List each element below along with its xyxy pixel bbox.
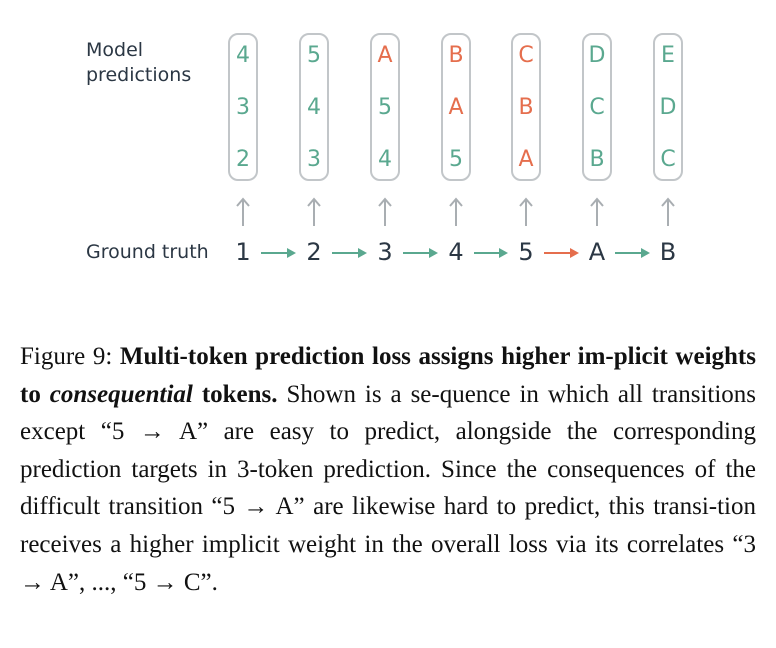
predicted-token: 4 [307, 95, 321, 120]
ground-truth-label: Ground truth [86, 241, 209, 263]
ground-truth-token: 2 [306, 238, 322, 266]
transition-arrow-icon [615, 248, 650, 258]
ground-truth-token: 5 [518, 238, 534, 266]
predicted-token: 4 [378, 147, 392, 172]
transition-arrow-icon [261, 248, 296, 258]
prediction-column: B A 5 [441, 33, 471, 181]
model-label-line1: Model [86, 39, 144, 61]
predicted-token: A [448, 95, 464, 120]
caption-title-emphasis: consequential [49, 380, 193, 408]
ground-truth-token: 1 [235, 238, 251, 266]
ground-truth-token: 4 [448, 238, 464, 266]
up-arrow-icon [661, 197, 675, 226]
up-arrow-icon [449, 197, 463, 226]
transition-arrow-icon [544, 248, 579, 258]
prediction-column: 5 4 3 [299, 33, 329, 181]
prediction-column: E D C [653, 33, 683, 181]
up-arrow-icon [519, 197, 533, 226]
predicted-token: C [518, 43, 534, 68]
transition-arrow-icon [332, 248, 367, 258]
predicted-token: E [661, 43, 675, 68]
predicted-token: 3 [307, 147, 321, 172]
predicted-token: 5 [378, 95, 392, 120]
predicted-token: 3 [236, 95, 250, 120]
up-arrow-icon [378, 197, 392, 226]
model-label-line2: predictions [86, 64, 192, 86]
up-arrow-icon [590, 197, 604, 226]
predicted-token: 2 [236, 147, 250, 172]
figure-caption: Figure 9: Multi-token prediction loss as… [20, 338, 756, 601]
transition-arrow-icon [403, 248, 438, 258]
ground-truth-token: 3 [377, 238, 393, 266]
predicted-token: A [518, 147, 534, 172]
predicted-token: C [660, 147, 676, 172]
predicted-token: B [589, 147, 605, 172]
predicted-token: B [518, 95, 534, 120]
predicted-token: 5 [307, 43, 321, 68]
transition-arrow-icon [474, 248, 508, 258]
ground-truth-token: B [659, 238, 677, 266]
predicted-token: D [588, 43, 606, 68]
caption-title: Multi-token prediction loss assigns high… [20, 343, 756, 408]
predicted-token: D [659, 95, 677, 120]
prediction-column: A 5 4 [370, 33, 400, 181]
up-arrow-icon [307, 197, 321, 226]
caption-title-part2: tokens. [201, 380, 278, 408]
prediction-column: C B A [511, 33, 541, 181]
caption-body: Shown is a se-quence in which all transi… [20, 380, 756, 596]
model-predictions-label: Model predictions [86, 38, 191, 88]
predicted-token: 4 [236, 43, 250, 68]
predicted-token: B [448, 43, 464, 68]
prediction-column: 4 3 2 [228, 33, 258, 181]
prediction-column: D C B [582, 33, 612, 181]
multi-token-diagram: Model predictions 4 3 2 5 4 3 A 5 4 B A 5 C B A D C B E D C … [0, 0, 776, 300]
up-arrow-icon [236, 197, 250, 226]
ground-truth-token: A [588, 238, 606, 266]
predicted-token: A [377, 43, 393, 68]
figure-label: Figure 9: [20, 343, 113, 370]
predicted-token: 5 [449, 147, 463, 172]
caption-title-part1: Multi-token prediction loss assigns high… [20, 343, 756, 408]
predicted-token: C [589, 95, 605, 120]
